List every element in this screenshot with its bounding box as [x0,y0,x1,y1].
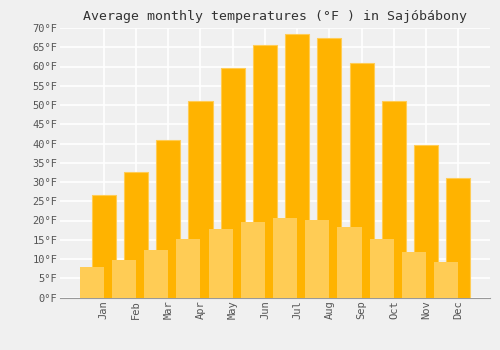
Bar [338,227,361,298]
Bar [446,178,470,298]
Bar [370,239,394,298]
Bar [434,262,458,298]
Bar [92,195,116,298]
Bar [305,219,330,298]
Bar [124,173,148,298]
Bar [220,68,245,298]
Bar [273,218,297,298]
Bar [144,250,168,298]
Bar [382,101,406,297]
Title: Average monthly temperatures (°F ) in Sajóbábony: Average monthly temperatures (°F ) in Sa… [83,10,467,23]
Bar [240,222,265,298]
Bar [188,101,212,297]
Bar [318,38,342,298]
Bar [285,34,310,298]
Bar [112,260,136,298]
Bar [80,267,104,298]
Bar [253,45,277,298]
Bar [208,229,233,298]
Bar [156,140,180,298]
Bar [414,146,438,298]
Bar [350,63,374,298]
Bar [176,239,201,298]
Bar [402,252,426,298]
